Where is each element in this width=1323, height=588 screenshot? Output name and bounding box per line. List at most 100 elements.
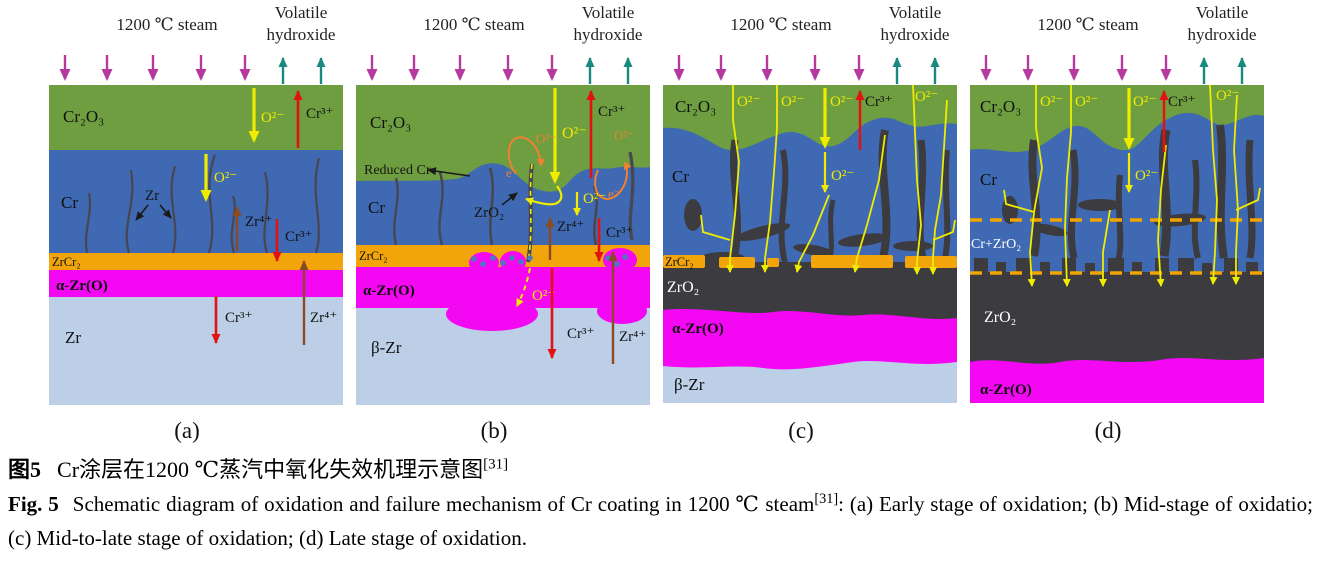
label-cr3-ion: Cr³⁺ xyxy=(865,94,892,110)
caption-en-tail: : (a) Early stage of oxidation; (b) Mid-… xyxy=(8,492,1313,551)
caption-zh-text: Cr涂层在1200 ℃蒸汽中氧化失效机理示意图 xyxy=(57,457,484,482)
label-o2-ion: O²⁻ xyxy=(1075,94,1098,110)
label-zr-substrate: Zr xyxy=(65,328,81,347)
panel-row: 1200 ℃ steam Volatile hydroxide Cr₂O₃ O²… xyxy=(49,0,1264,445)
caption-reference: [31] xyxy=(814,491,839,508)
label-zrcr2: ZrCr₂ xyxy=(665,255,694,269)
label-cr3-ion: Cr³⁺ xyxy=(567,326,594,342)
caption-en-fig-number: Fig. 5 xyxy=(8,492,59,517)
label-zr4-ion: Zr⁴⁺ xyxy=(245,214,272,230)
steam-arrows xyxy=(366,55,558,81)
volatile-label-2: hydroxide xyxy=(267,25,336,44)
layer-cr xyxy=(49,150,343,253)
label-o2-ion: O²⁻ xyxy=(831,168,854,184)
label-o2-ion-electron: O²⁻ xyxy=(614,128,634,143)
zro2-front-dashed-lines xyxy=(970,218,1264,275)
caption-zh-fig-number: 图5 xyxy=(8,457,42,482)
hydroxide-arrows xyxy=(1199,57,1247,84)
hydroxide-arrows xyxy=(585,57,633,84)
panel-letter-a: (a) xyxy=(174,418,200,443)
label-cr3-ion: Cr³⁺ xyxy=(598,104,625,120)
panel-letter-b: (b) xyxy=(481,418,508,443)
volatile-label-2: hydroxide xyxy=(1188,25,1257,44)
label-cr: Cr xyxy=(980,170,997,189)
label-alpha-zro: α-Zr(O) xyxy=(980,382,1032,398)
label-zr4-ion: Zr⁴⁺ xyxy=(310,310,337,326)
label-o2-ion: O²⁻ xyxy=(1216,88,1239,104)
volatile-label-1: Volatile xyxy=(889,3,942,22)
label-cr: Cr xyxy=(61,193,78,212)
label-cr3-ion: Cr³⁺ xyxy=(285,229,312,245)
panel-a: 1200 ℃ steam Volatile hydroxide Cr₂O₃ O²… xyxy=(49,3,343,443)
zr-grain-pointer-arrows xyxy=(135,204,172,221)
label-cr3-ion: Cr³⁺ xyxy=(1168,94,1195,110)
hydroxide-arrows xyxy=(278,57,326,84)
label-cr2o3: Cr₂O₃ xyxy=(370,113,411,132)
label-beta-zr: β-Zr xyxy=(674,375,705,394)
layer-alpha-zro xyxy=(49,270,343,297)
label-reduced-cr: Reduced Cr xyxy=(364,163,431,178)
label-electron: e⁻ xyxy=(506,165,519,180)
label-zro2: ZrO₂ xyxy=(667,279,699,296)
steam-arrows xyxy=(980,55,1172,81)
label-cr3-ion: Cr³⁺ xyxy=(606,225,633,241)
oxygen-dashed-arrow xyxy=(516,267,531,307)
volatile-label-1: Volatile xyxy=(275,3,328,22)
label-zro2-grain: ZrO₂ xyxy=(474,205,504,221)
zro2-pointer-arrow xyxy=(501,192,518,206)
label-o2-ion: O²⁻ xyxy=(1135,168,1158,184)
electron-loop-arrows xyxy=(507,136,632,200)
panel-d: 1200 ℃ steam Volatile hydroxide xyxy=(970,3,1264,443)
label-zro2: ZrO₂ xyxy=(984,309,1016,326)
layer-zr-substrate xyxy=(49,297,343,405)
oxide-front-blocks xyxy=(974,258,1258,274)
label-o2-ion: O²⁻ xyxy=(1133,94,1156,110)
label-cr2o3: Cr₂O₃ xyxy=(675,97,716,116)
label-o2-ion: O²⁻ xyxy=(261,110,284,126)
label-alpha-zro: α-Zr(O) xyxy=(56,278,108,294)
caption-english: Fig. 5 Schematic diagram of oxidation and… xyxy=(8,487,1313,555)
caption-chinese: 图5 Cr涂层在1200 ℃蒸汽中氧化失效机理示意图[31] xyxy=(8,452,1313,487)
layer-zrcr2 xyxy=(49,253,343,270)
steam-label: 1200 ℃ steam xyxy=(1037,15,1138,34)
label-o2-ion: O²⁻ xyxy=(915,89,938,105)
steam-label: 1200 ℃ steam xyxy=(116,15,217,34)
label-o2-ion: O²⁻ xyxy=(737,94,760,110)
label-zrcr2: ZrCr₂ xyxy=(52,255,81,269)
steam-label: 1200 ℃ steam xyxy=(423,15,524,34)
label-cr3-ion: Cr³⁺ xyxy=(225,310,252,326)
label-o2-ion: O²⁻ xyxy=(562,125,587,142)
hydroxide-arrows xyxy=(892,57,940,84)
layer-zro2 xyxy=(970,272,1264,364)
steam-arrows xyxy=(673,55,865,81)
layer-zro2 xyxy=(663,262,957,319)
label-o2-ion: O²⁻ xyxy=(1040,94,1063,110)
label-cr2o3: Cr₂O₃ xyxy=(63,107,104,126)
label-cr2o3: Cr₂O₃ xyxy=(980,97,1021,116)
label-o2-ion: O²⁻ xyxy=(214,170,237,186)
panel-letter-d: (d) xyxy=(1095,418,1122,443)
oxygen-curved-arrow xyxy=(525,185,563,206)
grain-boundaries xyxy=(85,154,321,254)
steam-arrows xyxy=(59,55,251,81)
reduced-cr-pointer-arrow xyxy=(427,167,471,177)
volatile-label-2: hydroxide xyxy=(881,25,950,44)
label-beta-zr: β-Zr xyxy=(371,338,402,357)
label-o2-ion: O²⁻ xyxy=(583,191,606,207)
label-electron: e⁻ xyxy=(608,186,621,201)
volatile-label-1: Volatile xyxy=(582,3,635,22)
panel-c: 1200 ℃ steam Volatile hydroxide xyxy=(663,3,957,443)
caption-en-text: Schematic diagram of oxidation and failu… xyxy=(72,492,815,517)
grain-boundaries xyxy=(393,151,635,263)
oxygen-path-arrows xyxy=(1003,84,1261,287)
oxygen-grain-path-dashed xyxy=(527,163,533,263)
label-o2-ion: O²⁻ xyxy=(830,94,853,110)
label-cr: Cr xyxy=(672,167,689,186)
volatile-label-2: hydroxide xyxy=(574,25,643,44)
steam-label: 1200 ℃ steam xyxy=(730,15,831,34)
label-zrcr2: ZrCr₂ xyxy=(359,249,388,263)
volatile-label-1: Volatile xyxy=(1196,3,1249,22)
label-alpha-zro: α-Zr(O) xyxy=(672,321,724,337)
label-cr: Cr xyxy=(368,198,385,217)
